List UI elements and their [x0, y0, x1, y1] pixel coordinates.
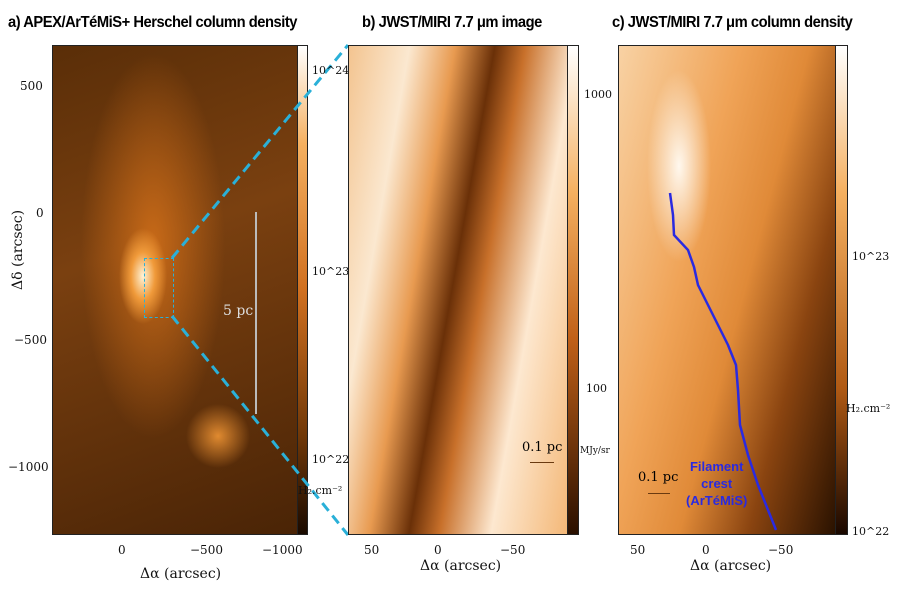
xtick: 50 — [630, 543, 646, 557]
xtick: −500 — [190, 543, 223, 557]
xtick: 0 — [702, 543, 710, 557]
cbar-tick: 10^24 — [312, 64, 350, 77]
panel-c-colorbar — [835, 45, 848, 535]
ytick: 0 — [36, 206, 44, 220]
cbar-unit: H₂.cm⁻² — [846, 402, 891, 415]
scalebar-c — [648, 493, 670, 494]
cbar-tick: 100 — [586, 382, 607, 395]
panel-b-xlabel: Δα (arcsec) — [420, 558, 502, 574]
scalebar-c-label: 0.1 pc — [638, 470, 679, 485]
annotation-line: (ArTéMiS) — [686, 493, 748, 508]
panel-c-title: c) JWST/MIRI 7.7 μm column density — [612, 14, 853, 31]
ytick: −1000 — [8, 460, 49, 474]
xtick: −50 — [500, 543, 526, 557]
xtick: 0 — [118, 543, 126, 557]
ytick: −500 — [14, 333, 47, 347]
cbar-tick: 10^22 — [312, 453, 350, 466]
cbar-tick: 1000 — [584, 88, 612, 101]
ytick: 500 — [20, 79, 43, 93]
panel-c-image — [618, 45, 836, 535]
cbar-unit: H₂.cm⁻² — [298, 484, 343, 497]
annotation-line: Filament — [689, 459, 744, 474]
panel-a-xlabel: Δα (arcsec) — [140, 566, 222, 582]
panel-a-ylabel: Δδ (arcsec) — [10, 209, 26, 290]
xtick: 50 — [364, 543, 380, 557]
panel-a-colorbar — [297, 45, 308, 535]
cbar-unit: MJy/sr — [580, 446, 610, 456]
cbar-tick: 10^22 — [852, 525, 890, 538]
filament-annotation: Filament crest (ArTéMiS) — [686, 458, 747, 509]
cbar-tick: 10^23 — [852, 250, 890, 263]
zoom-box — [144, 258, 174, 318]
panel-b-colorbar — [567, 45, 579, 535]
panel-a-title: a) APEX/ArTéMiS+ Herschel column density — [8, 14, 298, 31]
xtick: −50 — [768, 543, 794, 557]
cbar-tick: 10^23 — [312, 265, 350, 278]
filament-crest-line — [668, 192, 778, 531]
annotation-line: crest — [701, 476, 733, 491]
scalebar-a — [255, 212, 257, 414]
scalebar-b-label: 0.1 pc — [522, 440, 563, 455]
xtick: −1000 — [262, 543, 303, 557]
panel-b-image — [348, 45, 568, 535]
scalebar-a-label: 5 pc — [223, 303, 254, 319]
panel-b-title: b) JWST/MIRI 7.7 μm image — [362, 14, 542, 31]
xtick: 0 — [434, 543, 442, 557]
panel-c-xlabel: Δα (arcsec) — [690, 558, 772, 574]
scalebar-b — [530, 462, 554, 463]
